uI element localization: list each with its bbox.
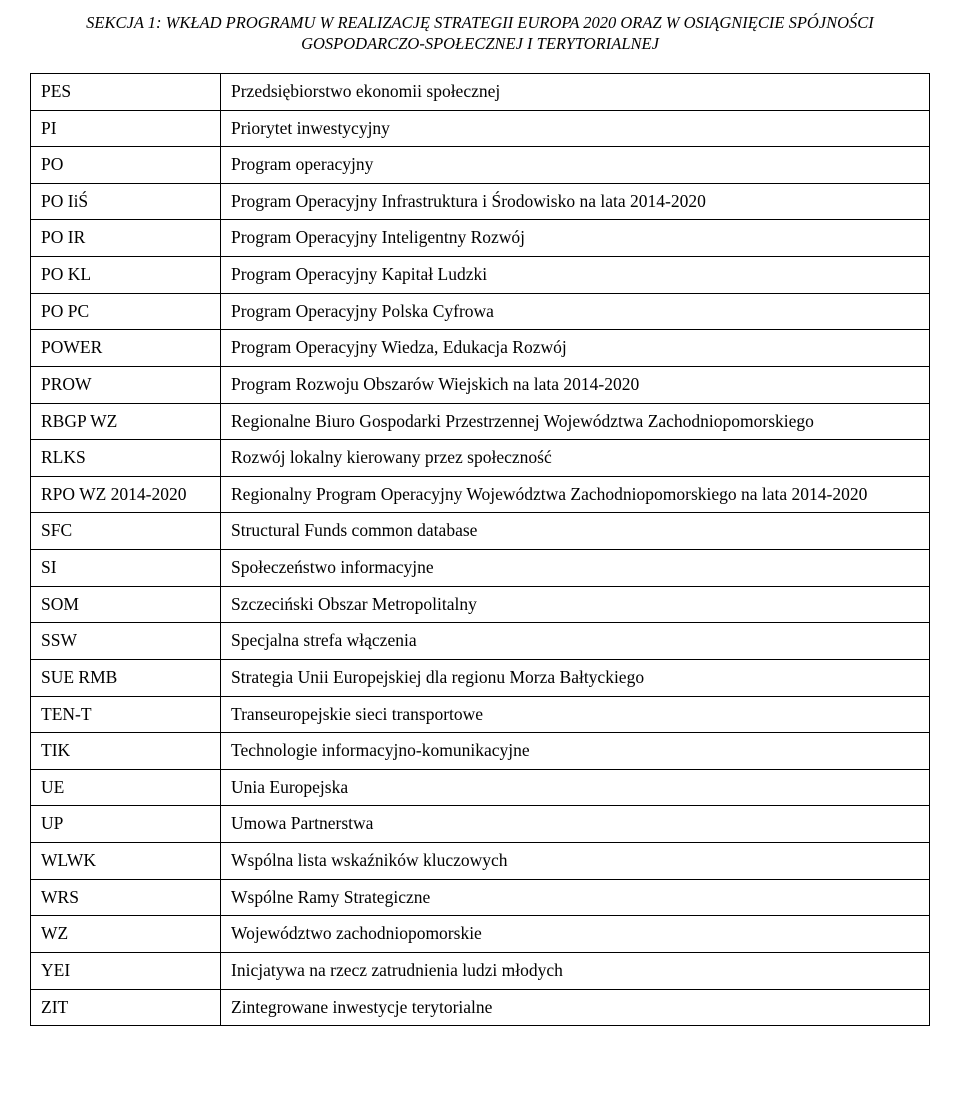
table-row: SFCStructural Funds common database bbox=[31, 513, 930, 550]
table-row: YEIInicjatywa na rzecz zatrudnienia ludz… bbox=[31, 952, 930, 989]
description-cell: Regionalny Program Operacyjny Województw… bbox=[221, 476, 930, 513]
table-row: POProgram operacyjny bbox=[31, 147, 930, 184]
description-cell: Województwo zachodniopomorskie bbox=[221, 916, 930, 953]
abbrev-cell: WRS bbox=[31, 879, 221, 916]
table-row: WZWojewództwo zachodniopomorskie bbox=[31, 916, 930, 953]
abbrev-cell: RPO WZ 2014-2020 bbox=[31, 476, 221, 513]
table-row: WRSWspólne Ramy Strategiczne bbox=[31, 879, 930, 916]
table-row: PIPriorytet inwestycyjny bbox=[31, 110, 930, 147]
table-row: TEN-TTranseuropejskie sieci transportowe bbox=[31, 696, 930, 733]
abbrev-cell: PROW bbox=[31, 366, 221, 403]
description-cell: Przedsiębiorstwo ekonomii społecznej bbox=[221, 73, 930, 110]
table-row: PROWProgram Rozwoju Obszarów Wiejskich n… bbox=[31, 366, 930, 403]
abbrev-cell: PO IiŚ bbox=[31, 183, 221, 220]
description-cell: Społeczeństwo informacyjne bbox=[221, 550, 930, 587]
description-cell: Transeuropejskie sieci transportowe bbox=[221, 696, 930, 733]
description-cell: Structural Funds common database bbox=[221, 513, 930, 550]
description-cell: Program Rozwoju Obszarów Wiejskich na la… bbox=[221, 366, 930, 403]
abbrev-cell: TIK bbox=[31, 733, 221, 770]
table-row: POWERProgram Operacyjny Wiedza, Edukacja… bbox=[31, 330, 930, 367]
table-row: SOMSzczeciński Obszar Metropolitalny bbox=[31, 586, 930, 623]
abbrev-cell: PO IR bbox=[31, 220, 221, 257]
description-cell: Inicjatywa na rzecz zatrudnienia ludzi m… bbox=[221, 952, 930, 989]
description-cell: Wspólne Ramy Strategiczne bbox=[221, 879, 930, 916]
abbrev-cell: UE bbox=[31, 769, 221, 806]
abbrev-cell: WZ bbox=[31, 916, 221, 953]
abbrev-cell: TEN-T bbox=[31, 696, 221, 733]
table-row: SSWSpecjalna strefa włączenia bbox=[31, 623, 930, 660]
abbrev-cell: PES bbox=[31, 73, 221, 110]
table-row: TIKTechnologie informacyjno-komunikacyjn… bbox=[31, 733, 930, 770]
description-cell: Specjalna strefa włączenia bbox=[221, 623, 930, 660]
abbrev-cell: PI bbox=[31, 110, 221, 147]
abbrev-cell: POWER bbox=[31, 330, 221, 367]
table-row: UEUnia Europejska bbox=[31, 769, 930, 806]
abbreviations-table: PESPrzedsiębiorstwo ekonomii społecznejP… bbox=[30, 73, 930, 1026]
description-cell: Szczeciński Obszar Metropolitalny bbox=[221, 586, 930, 623]
description-cell: Regionalne Biuro Gospodarki Przestrzenne… bbox=[221, 403, 930, 440]
table-row: PO KLProgram Operacyjny Kapitał Ludzki bbox=[31, 257, 930, 294]
abbrev-cell: UP bbox=[31, 806, 221, 843]
description-cell: Technologie informacyjno-komunikacyjne bbox=[221, 733, 930, 770]
table-row: UPUmowa Partnerstwa bbox=[31, 806, 930, 843]
abbrev-cell: PO KL bbox=[31, 257, 221, 294]
abbrev-cell: ZIT bbox=[31, 989, 221, 1026]
abbrev-cell: YEI bbox=[31, 952, 221, 989]
abbrev-cell: SI bbox=[31, 550, 221, 587]
table-row: RPO WZ 2014-2020Regionalny Program Opera… bbox=[31, 476, 930, 513]
description-cell: Wspólna lista wskaźników kluczowych bbox=[221, 843, 930, 880]
description-cell: Strategia Unii Europejskiej dla regionu … bbox=[221, 659, 930, 696]
description-cell: Unia Europejska bbox=[221, 769, 930, 806]
section-header: SEKCJA 1: WKŁAD PROGRAMU W REALIZACJĘ ST… bbox=[30, 12, 930, 55]
description-cell: Program Operacyjny Infrastruktura i Środ… bbox=[221, 183, 930, 220]
description-cell: Umowa Partnerstwa bbox=[221, 806, 930, 843]
abbrev-cell: SUE RMB bbox=[31, 659, 221, 696]
table-row: PESPrzedsiębiorstwo ekonomii społecznej bbox=[31, 73, 930, 110]
table-row: RLKSRozwój lokalny kierowany przez społe… bbox=[31, 440, 930, 477]
table-row: SUE RMBStrategia Unii Europejskiej dla r… bbox=[31, 659, 930, 696]
description-cell: Rozwój lokalny kierowany przez społeczno… bbox=[221, 440, 930, 477]
description-cell: Priorytet inwestycyjny bbox=[221, 110, 930, 147]
table-row: ZITZintegrowane inwestycje terytorialne bbox=[31, 989, 930, 1026]
table-row: PO PCProgram Operacyjny Polska Cyfrowa bbox=[31, 293, 930, 330]
table-row: PO IRProgram Operacyjny Inteligentny Roz… bbox=[31, 220, 930, 257]
description-cell: Program Operacyjny Wiedza, Edukacja Rozw… bbox=[221, 330, 930, 367]
abbrev-cell: SOM bbox=[31, 586, 221, 623]
abbrev-cell: PO PC bbox=[31, 293, 221, 330]
table-row: PO IiŚProgram Operacyjny Infrastruktura … bbox=[31, 183, 930, 220]
description-cell: Program operacyjny bbox=[221, 147, 930, 184]
description-cell: Program Operacyjny Kapitał Ludzki bbox=[221, 257, 930, 294]
abbrev-cell: PO bbox=[31, 147, 221, 184]
abbrev-cell: SFC bbox=[31, 513, 221, 550]
table-row: RBGP WZRegionalne Biuro Gospodarki Przes… bbox=[31, 403, 930, 440]
description-cell: Program Operacyjny Inteligentny Rozwój bbox=[221, 220, 930, 257]
description-cell: Zintegrowane inwestycje terytorialne bbox=[221, 989, 930, 1026]
abbrev-cell: RLKS bbox=[31, 440, 221, 477]
table-row: WLWKWspólna lista wskaźników kluczowych bbox=[31, 843, 930, 880]
abbrev-cell: WLWK bbox=[31, 843, 221, 880]
table-body: PESPrzedsiębiorstwo ekonomii społecznejP… bbox=[31, 73, 930, 1025]
abbrev-cell: RBGP WZ bbox=[31, 403, 221, 440]
description-cell: Program Operacyjny Polska Cyfrowa bbox=[221, 293, 930, 330]
table-row: SISpołeczeństwo informacyjne bbox=[31, 550, 930, 587]
abbrev-cell: SSW bbox=[31, 623, 221, 660]
